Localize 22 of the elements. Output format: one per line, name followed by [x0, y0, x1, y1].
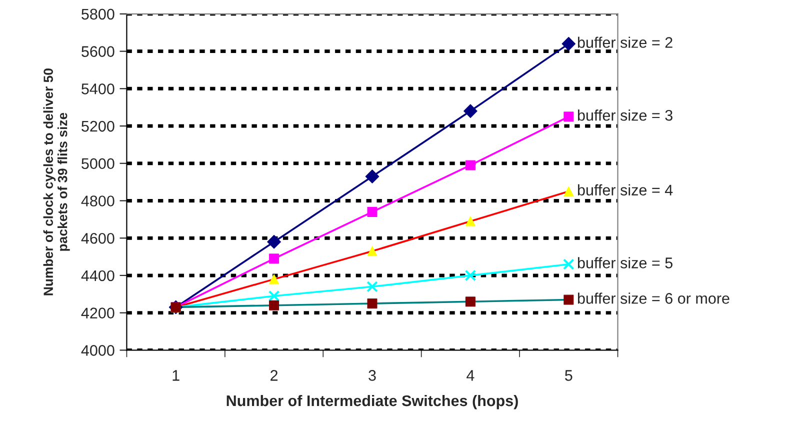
series-label: buffer size = 5: [578, 257, 672, 268]
x-tick-label: 5: [565, 370, 572, 381]
x-tick-label: 4: [466, 370, 474, 381]
y-tick-label: 4400: [81, 270, 114, 282]
y-axis-title: Number of clock cycles to deliver 50 packets of 39 flits size: [43, 68, 70, 296]
y-tick-label: 5000: [82, 158, 114, 170]
y-tick-label: 4800: [81, 196, 114, 206]
y-tick-label: 4000: [81, 345, 114, 356]
y-tick-label: 5800: [82, 8, 114, 20]
x-tick-label: 2: [270, 370, 278, 381]
x-tick-label: 3: [368, 370, 376, 381]
y-tick-label: 5400: [82, 84, 114, 94]
series-label: buffer size = 4: [578, 184, 673, 196]
x-axis-title: Number of Intermediate Switches (hops): [226, 394, 518, 410]
series-label: buffer size = 3: [578, 110, 672, 121]
y-tick-label: 5600: [82, 46, 114, 57]
series-label: buffer size = 6 or more: [578, 292, 730, 304]
y-tick-label: 5200: [82, 120, 114, 132]
y-tick-label: 4200: [81, 308, 114, 318]
y-tick-label: 4600: [81, 232, 114, 244]
series-label: buffer size = 2: [578, 36, 672, 48]
x-tick-label: 1: [172, 370, 180, 381]
